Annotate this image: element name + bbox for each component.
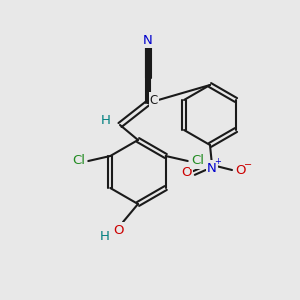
Text: Cl: Cl [191, 154, 204, 167]
Text: O: O [113, 224, 123, 236]
Text: H: H [101, 113, 111, 127]
Text: N: N [143, 34, 153, 46]
Text: O: O [235, 164, 245, 176]
Text: H: H [100, 230, 110, 242]
Text: +: + [214, 157, 221, 166]
Text: Cl: Cl [72, 154, 85, 167]
Text: O: O [181, 167, 191, 179]
Text: N: N [207, 161, 217, 175]
Text: C: C [150, 94, 158, 106]
Text: −: − [244, 160, 252, 170]
